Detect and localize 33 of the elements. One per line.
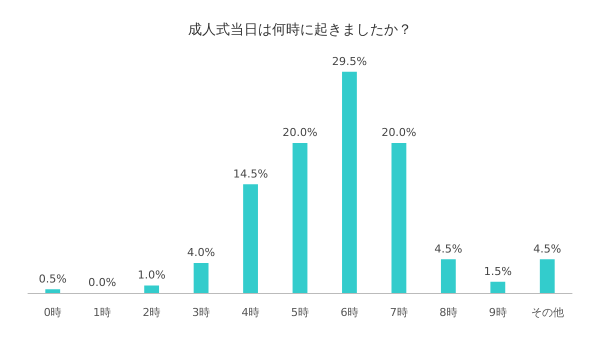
bar bbox=[292, 143, 308, 293]
x-tick-label: 1時 bbox=[93, 306, 112, 319]
data-label: 1.0% bbox=[138, 268, 166, 282]
bar bbox=[391, 143, 406, 293]
data-label: 1.5% bbox=[484, 264, 512, 278]
bar bbox=[540, 259, 555, 293]
x-tick-label: 5時 bbox=[291, 306, 309, 319]
x-tick-label: その他 bbox=[530, 306, 564, 319]
x-tick-label: 4時 bbox=[242, 306, 260, 319]
data-label: 0.5% bbox=[38, 272, 67, 286]
x-tick-label: 7時 bbox=[390, 306, 408, 319]
bar bbox=[440, 259, 456, 293]
data-label: 20.0% bbox=[282, 126, 318, 139]
chart-title: 成人式当日は何時に起きましたか？ bbox=[188, 22, 412, 38]
bar bbox=[490, 282, 506, 293]
x-tick-label: 0時 bbox=[44, 306, 62, 319]
data-label: 4.0% bbox=[187, 246, 216, 259]
bar bbox=[243, 184, 258, 293]
data-label: 29.5% bbox=[332, 54, 367, 68]
x-tick-label: 9時 bbox=[488, 306, 507, 319]
data-label: 4.5% bbox=[533, 242, 562, 256]
bar bbox=[45, 289, 60, 293]
x-tick-label: 2時 bbox=[142, 306, 161, 319]
x-tick-label: 8時 bbox=[439, 306, 458, 319]
bar bbox=[194, 263, 209, 293]
data-label: 0.0% bbox=[88, 276, 116, 289]
data-label: 20.0% bbox=[381, 126, 416, 139]
data-label: 14.5% bbox=[233, 167, 268, 180]
bar bbox=[144, 286, 160, 293]
x-tick-label: 6時 bbox=[340, 306, 358, 319]
data-label: 4.5% bbox=[434, 242, 462, 256]
bar bbox=[342, 72, 357, 293]
x-tick-label: 3時 bbox=[192, 306, 210, 319]
